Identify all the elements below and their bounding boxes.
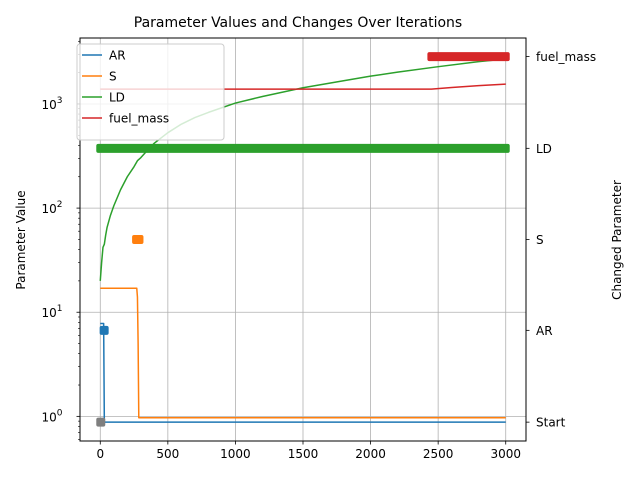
legend-label-AR: AR [109, 49, 126, 63]
x-tick-label: 1500 [288, 447, 319, 461]
right-tick-label: AR [536, 324, 553, 338]
change-marker-LD [96, 143, 510, 153]
legend-label-fuel_mass: fuel_mass [109, 112, 169, 126]
right-axis: Start AR S LD fuel_mass [526, 50, 596, 430]
x-tick-label: 1000 [220, 447, 251, 461]
y-axis: 100 101 102 103 [41, 40, 80, 440]
y-tick-label: 101 [41, 304, 62, 320]
x-tick-label: 500 [156, 447, 179, 461]
x-tick-label: 0 [96, 447, 104, 461]
right-tick-label: LD [536, 142, 552, 156]
change-marker-S [132, 234, 144, 244]
change-marker-fuel_mass [427, 52, 510, 62]
y-tick-label: 100 [41, 408, 62, 424]
change-marker-Start [96, 417, 106, 427]
x-tick-label: 2500 [423, 447, 454, 461]
chart-title: Parameter Values and Changes Over Iterat… [134, 15, 462, 31]
x-tick-label: 2000 [355, 447, 386, 461]
series-line-S [100, 287, 506, 419]
right-tick-label: fuel_mass [536, 50, 596, 64]
series-line-AR [100, 322, 506, 423]
legend-label-S: S [109, 70, 117, 84]
legend-label-LD: LD [109, 91, 125, 105]
series-line-fuel_mass [100, 83, 506, 90]
x-tick-label: 3000 [490, 447, 521, 461]
y-tick-label: 103 [41, 96, 62, 112]
change-marker-AR [99, 325, 109, 335]
right-tick-label: S [536, 233, 544, 247]
y-tick-label: 102 [41, 200, 62, 216]
legend-box [76, 43, 225, 141]
right-axis-title: Changed Parameter [610, 180, 624, 300]
x-axis: 0 500 1000 1500 2000 2500 3000 [96, 441, 521, 461]
legend: AR S LD fuel_mass [76, 43, 225, 141]
right-tick-label: Start [536, 416, 566, 430]
y-axis-title: Parameter Value [14, 190, 28, 289]
change-marker-layer [96, 52, 510, 427]
